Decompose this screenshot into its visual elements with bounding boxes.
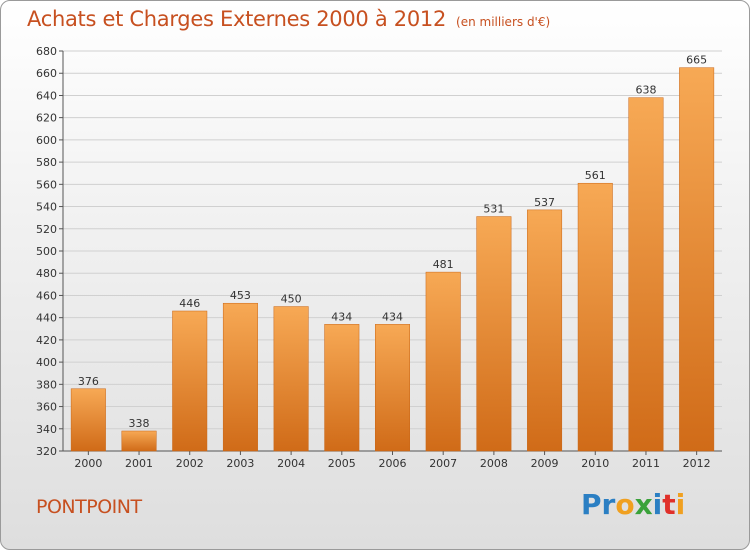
y-tick-label: 380 xyxy=(36,378,57,391)
y-tick-label: 400 xyxy=(36,356,57,369)
logo-letter: t xyxy=(662,488,676,521)
y-tick-label: 560 xyxy=(36,178,57,191)
y-tick-label: 460 xyxy=(36,289,57,302)
x-tick-label: 2012 xyxy=(683,457,711,470)
unit-label: (en milliers d'€) xyxy=(456,15,551,29)
bar-2011 xyxy=(628,97,664,452)
y-tick-label: 480 xyxy=(36,267,57,280)
y-tick-label: 420 xyxy=(36,334,57,347)
bar-2002 xyxy=(172,310,208,452)
logo-letter: o xyxy=(615,488,635,521)
y-tick-label: 680 xyxy=(36,45,57,58)
bar-2008 xyxy=(476,216,512,452)
y-tick-label: 640 xyxy=(36,89,57,102)
x-tick-label: 2001 xyxy=(125,457,153,470)
data-label: 450 xyxy=(281,293,302,306)
data-label: 338 xyxy=(129,417,150,430)
data-label: 531 xyxy=(483,203,504,216)
logo-letter: r xyxy=(601,488,616,521)
data-label: 638 xyxy=(635,84,656,97)
x-tick-label: 2003 xyxy=(226,457,254,470)
x-tick-label: 2011 xyxy=(632,457,660,470)
data-labels: 376 338 446 453 450 434 434 481 531 537 561 638 665 xyxy=(78,54,707,430)
data-label: 561 xyxy=(585,169,606,182)
x-tick-label: 2005 xyxy=(328,457,356,470)
x-tick-label: 2000 xyxy=(74,457,102,470)
data-label: 537 xyxy=(534,196,555,209)
place-name: PONTPOINT xyxy=(36,496,142,518)
x-tick-label: 2004 xyxy=(277,457,305,470)
y-tick-label: 360 xyxy=(36,401,57,414)
data-label: 453 xyxy=(230,289,251,302)
logo-letter: P xyxy=(581,488,602,521)
bar-2003 xyxy=(222,302,258,452)
data-label: 434 xyxy=(331,310,352,323)
data-label: 434 xyxy=(382,310,403,323)
data-label: 446 xyxy=(179,297,200,310)
proxiti-logo: Proxiti xyxy=(581,488,685,521)
bar-2001 xyxy=(121,430,157,452)
x-tick-label: 2008 xyxy=(480,457,508,470)
data-label: 376 xyxy=(78,375,99,388)
logo-letter: i xyxy=(652,488,663,521)
title-text: Achats et Charges Externes 2000 à 2012 xyxy=(27,7,447,31)
bar-2006 xyxy=(375,324,410,452)
x-tick-label: 2002 xyxy=(176,457,204,470)
chart-title: Achats et Charges Externes 2000 à 2012 (e… xyxy=(27,7,550,31)
y-tick-label: 540 xyxy=(36,201,57,214)
y-tick-label: 340 xyxy=(36,423,57,436)
logo-letter: i xyxy=(675,488,686,521)
bar-2012 xyxy=(679,67,715,452)
bars xyxy=(70,67,715,452)
y-tick-label: 620 xyxy=(36,112,57,125)
logo-letter: x xyxy=(634,488,653,521)
data-label: 665 xyxy=(686,54,707,67)
y-tick-label: 320 xyxy=(36,445,57,458)
y-tick-label: 660 xyxy=(36,67,57,80)
y-tick-label: 580 xyxy=(36,156,57,169)
axes: 320 340 360 380 400 420 440 460 480 500 520 540 560 5… xyxy=(36,45,722,470)
bar-2009 xyxy=(527,209,563,452)
x-tick-label: 2006 xyxy=(379,457,407,470)
y-tick-label: 520 xyxy=(36,223,57,236)
bar-2004 xyxy=(273,306,309,452)
y-tick-label: 440 xyxy=(36,312,57,325)
y-tick-label: 600 xyxy=(36,134,57,147)
bar-2005 xyxy=(324,324,360,452)
bar-2007 xyxy=(425,271,461,452)
bar-2000 xyxy=(70,388,106,452)
bar-2010 xyxy=(577,182,613,452)
x-tick-label: 2010 xyxy=(581,457,609,470)
x-tick-label: 2007 xyxy=(429,457,457,470)
data-label: 481 xyxy=(433,258,454,271)
x-tick-label: 2009 xyxy=(531,457,559,470)
y-tick-label: 500 xyxy=(36,245,57,258)
